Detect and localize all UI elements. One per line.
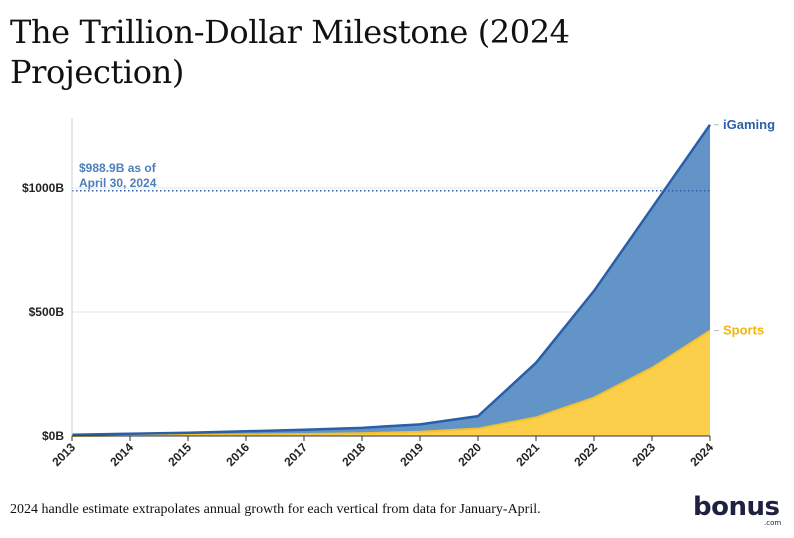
chart-title: The Trillion-Dollar Milestone (2024 Proj… xyxy=(10,13,570,91)
x-tick-label-2022: 2022 xyxy=(571,440,600,469)
x-tick-label-2020: 2020 xyxy=(455,440,484,469)
series-line-sports xyxy=(71,329,711,437)
bonus-logo: bonus .com xyxy=(690,490,790,530)
y-tick-label-500: $500B xyxy=(29,305,65,319)
series-area-igaming xyxy=(72,124,710,436)
series-area-sports xyxy=(72,330,710,436)
x-tick-label-2024: 2024 xyxy=(687,440,716,469)
series-label-sports: Sports xyxy=(723,323,764,338)
series-label-igaming: iGaming xyxy=(723,117,775,132)
x-tick-label-2016: 2016 xyxy=(223,440,252,469)
bonus-logo-suffix: .com xyxy=(764,519,782,527)
x-tick-label-2017: 2017 xyxy=(281,440,310,469)
chart-footnote: 2024 handle estimate extrapolates annual… xyxy=(10,502,541,517)
x-tick-label-2014: 2014 xyxy=(107,440,136,469)
x-tick-label-2023: 2023 xyxy=(629,440,658,469)
reference-label-line2: April 30, 2024 xyxy=(79,176,157,190)
x-tick-label-2018: 2018 xyxy=(339,440,368,469)
x-tick-label-2013: 2013 xyxy=(49,440,78,469)
series-line-igaming xyxy=(71,124,712,437)
x-tick-label-2021: 2021 xyxy=(513,440,542,469)
x-tick-label-2015: 2015 xyxy=(165,440,194,469)
y-tick-label-1000: $1000B xyxy=(22,181,64,195)
y-tick-label-0: $0B xyxy=(42,429,64,443)
reference-label-line1: $988.9B as of xyxy=(79,161,157,175)
x-tick-label-2019: 2019 xyxy=(397,440,426,469)
bonus-logo-word: bonus xyxy=(693,492,780,522)
